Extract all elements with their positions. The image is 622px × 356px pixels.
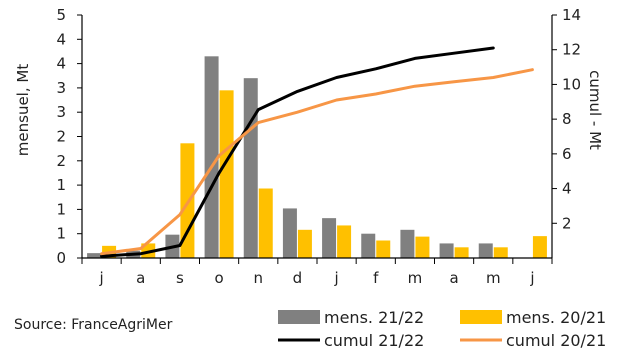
bar-mens-2021-7 (376, 240, 391, 258)
line-cumul-2021 (100, 68, 534, 256)
right-tick-label: 14 (562, 6, 581, 24)
right-axis-title: cumul - Mt (586, 70, 604, 150)
left-tick-label: 5 (56, 6, 66, 24)
bar-mens-2122-5 (282, 208, 297, 258)
bar-mens-2021-6 (337, 225, 352, 258)
left-tick-label: 3 (56, 79, 66, 97)
right-y-ticks: 14 12 10 8 6 4 2 (552, 6, 581, 232)
x-tick-label: s (176, 269, 184, 287)
bar-mens-2021-11 (532, 236, 547, 258)
x-tick-label: j (98, 269, 103, 287)
bar-mens-2122-7 (361, 233, 376, 258)
bar-mens-2021-3 (219, 90, 234, 258)
bar-mens-2122-6 (322, 218, 337, 258)
legend-label-cumul-2021: cumul 20/21 (506, 331, 606, 350)
x-tick-label: a (136, 269, 145, 287)
bar-mens-2122-8 (400, 229, 415, 258)
right-tick-label: 2 (562, 214, 572, 232)
left-y-ticks: 5 4 4 3 3 2 2 1 1 1 0 (56, 6, 82, 267)
bar-mens-2021-5 (297, 229, 312, 258)
legend-label-cumul-2122: cumul 21/22 (324, 331, 424, 350)
left-tick-label: 1 (56, 200, 66, 218)
x-tick-label: o (214, 269, 223, 287)
right-tick-label: 12 (562, 41, 581, 59)
left-tick-label: 4 (56, 30, 66, 48)
left-tick-label: 1 (56, 225, 66, 243)
x-tick-label: m (408, 269, 423, 287)
axes (81, 15, 553, 259)
right-tick-label: 6 (562, 145, 572, 163)
bar-mens-2021-9 (454, 247, 469, 258)
left-tick-label: 2 (56, 128, 66, 146)
legend-swatch-mens-2122 (278, 310, 320, 324)
left-tick-label: 2 (56, 152, 66, 170)
left-tick-label: 4 (56, 55, 66, 73)
legend: mens. 21/22 mens. 20/21 cumul 21/22 cumu… (278, 308, 606, 350)
right-tick-label: 8 (562, 110, 572, 128)
bar-mens-2122-9 (439, 243, 454, 258)
right-tick-label: 4 (562, 180, 572, 198)
plot-area (87, 46, 547, 259)
x-tick-label: j (529, 269, 534, 287)
x-tick-label: f (373, 269, 379, 287)
bar-mens-2021-10 (493, 247, 508, 258)
right-tick-label: 10 (562, 75, 581, 93)
left-tick-label: 3 (56, 103, 66, 121)
x-tick-label: d (293, 269, 303, 287)
legend-label-mens-2122: mens. 21/22 (324, 308, 424, 327)
left-tick-label: 0 (56, 249, 66, 267)
bar-mens-2122-4 (243, 78, 258, 259)
bar-mens-2122-3 (204, 56, 219, 259)
x-tick-label: n (253, 269, 263, 287)
left-tick-label: 1 (56, 176, 66, 194)
bar-mens-2021-4 (258, 188, 273, 258)
legend-swatch-mens-2021 (460, 310, 502, 324)
bar-mens-2122-10 (478, 243, 493, 258)
bar-mens-2021-8 (415, 236, 430, 258)
x-tick-label: m (486, 269, 501, 287)
bar-mens-2122-0 (87, 253, 102, 258)
source-note: Source: FranceAgriMer (14, 317, 173, 333)
x-tick-label: a (449, 269, 458, 287)
x-tick-label: j (333, 269, 338, 287)
legend-label-mens-2021: mens. 20/21 (506, 308, 606, 327)
line-cumul-2122 (100, 46, 495, 258)
left-axis-title: mensuel, Mt (14, 64, 32, 157)
